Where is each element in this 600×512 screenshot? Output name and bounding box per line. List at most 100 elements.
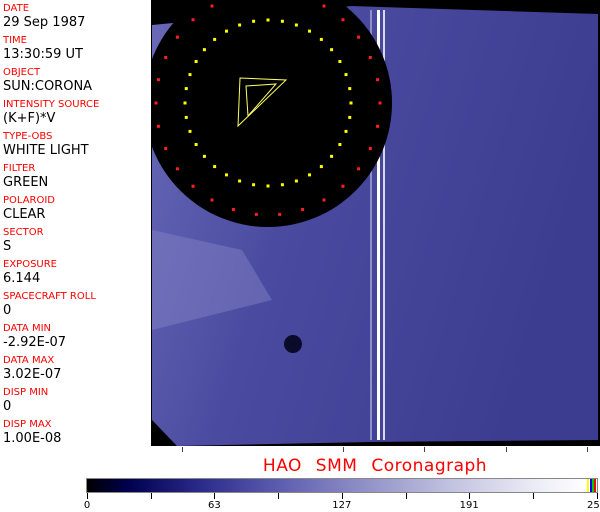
limb-marker (338, 143, 342, 146)
limb-marker (191, 18, 195, 22)
colorbar-tick (532, 493, 534, 499)
limb-marker (202, 48, 206, 52)
field-data-max: DATA MAX 3.02E-07 (0, 352, 151, 384)
limb-marker (266, 18, 270, 22)
limb-marker (368, 55, 372, 59)
field-label: OBJECT (3, 67, 41, 78)
limb-marker (338, 60, 342, 63)
limb-marker (254, 212, 258, 216)
limb-marker (202, 154, 206, 158)
limb-marker (225, 173, 228, 177)
limb-marker (357, 167, 361, 171)
limb-marker (348, 87, 352, 91)
field-label: SECTOR (3, 227, 44, 238)
colorbar-tick-label: 127 (332, 500, 352, 511)
field-label: INTENSITY SOURCE (3, 99, 100, 110)
colorbar-end-blue (590, 479, 592, 492)
limb-marker (308, 173, 311, 177)
limb-marker (280, 183, 284, 187)
field-sector: SECTOR S (0, 224, 151, 256)
limb-marker (344, 129, 348, 133)
field-value: S (3, 239, 12, 254)
colorbar-end-green (592, 479, 594, 492)
field-value: 0 (3, 303, 12, 318)
limb-marker (330, 154, 334, 158)
limb-marker (278, 212, 282, 216)
limb-marker (194, 60, 198, 63)
limb-marker (280, 19, 284, 23)
colorbar-tick-label: 255 (587, 500, 600, 511)
field-label: SPACECRAFT ROLL (3, 291, 96, 302)
limb-marker (210, 198, 214, 202)
field-label: EXPOSURE (3, 259, 58, 270)
coronagraph-image (152, 0, 600, 446)
field-value: 0 (3, 399, 12, 414)
limb-marker (349, 101, 353, 105)
limb-marker (231, 208, 235, 212)
colorbar-end-yellow (587, 479, 589, 492)
header-info-panel: DATE 29 Sep 1987 TIME 13:30:59 UT OBJECT SUN:… (0, 0, 152, 446)
colorbar-tick-label: 63 (208, 500, 221, 511)
instrument-title: HAO SMM Coronagraph (262, 456, 488, 476)
limb-marker (188, 129, 192, 133)
field-exposure: EXPOSURE 6.144 (0, 256, 151, 288)
field-object: OBJECT SUN:CORONA (0, 64, 151, 96)
limb-marker (164, 147, 168, 151)
colorbar-tick (405, 493, 407, 499)
field-date: DATE 29 Sep 1987 (0, 0, 151, 32)
limb-marker (188, 73, 192, 77)
limb-marker (210, 4, 214, 8)
field-value: (K+F)*V (3, 111, 56, 126)
limb-marker (213, 165, 217, 169)
limb-marker (322, 4, 326, 8)
sector-outline (237, 77, 288, 128)
limb-marker (156, 78, 160, 82)
limb-marker (175, 35, 179, 39)
field-spacecraft-roll: SPACECRAFT ROLL 0 (0, 288, 151, 320)
limb-marker (376, 78, 380, 82)
field-value: 1.00E-08 (3, 431, 62, 446)
limb-marker (357, 35, 361, 39)
field-value: 3.02E-07 (3, 367, 62, 382)
sun-limb-markers (154, 4, 382, 216)
colorbar-tick (341, 493, 343, 499)
field-label: DATA MIN (3, 323, 51, 334)
field-label: DISP MAX (3, 419, 52, 430)
field-intensity-source: INTENSITY SOURCE (K+F)*V (0, 96, 151, 128)
colorbar-tick (150, 493, 152, 499)
limb-marker (322, 198, 326, 202)
field-value: 6.144 (3, 271, 41, 286)
field-disp-min: DISP MIN 0 (0, 384, 151, 416)
field-type-obs: TYPE-OBS WHITE LIGHT (0, 128, 151, 160)
limb-marker (368, 147, 372, 151)
field-label: FILTER (3, 163, 36, 174)
limb-marker (376, 124, 380, 128)
field-value: SUN:CORONA (3, 79, 93, 94)
colorbar-tick (87, 493, 88, 499)
field-label: TYPE-OBS (3, 131, 53, 142)
limb-marker (252, 183, 256, 187)
colorbar-tick-label: 191 (459, 500, 479, 511)
limb-marker (319, 165, 323, 169)
colorbar-tick-label: 0 (83, 500, 91, 511)
field-label: TIME (3, 35, 28, 46)
limb-marker (341, 18, 345, 22)
limb-marker (301, 208, 305, 212)
limb-marker (183, 101, 187, 105)
colorbar-tick (278, 493, 280, 499)
limb-marker (294, 23, 298, 27)
field-value: -2.92E-07 (3, 335, 67, 350)
colorbar-tick (214, 493, 216, 499)
limb-marker (213, 37, 217, 41)
field-time: TIME 13:30:59 UT (0, 32, 151, 64)
limb-marker (164, 55, 168, 59)
limb-marker (319, 37, 323, 41)
limb-marker (344, 73, 348, 77)
field-disp-max: DISP MAX 1.00E-08 (0, 416, 151, 448)
limb-marker (194, 143, 198, 146)
field-value: GREEN (3, 175, 49, 190)
limb-marker (294, 179, 298, 183)
limb-marker (184, 87, 188, 91)
field-label: DISP MIN (3, 387, 49, 398)
occulter-disk (152, 0, 392, 227)
